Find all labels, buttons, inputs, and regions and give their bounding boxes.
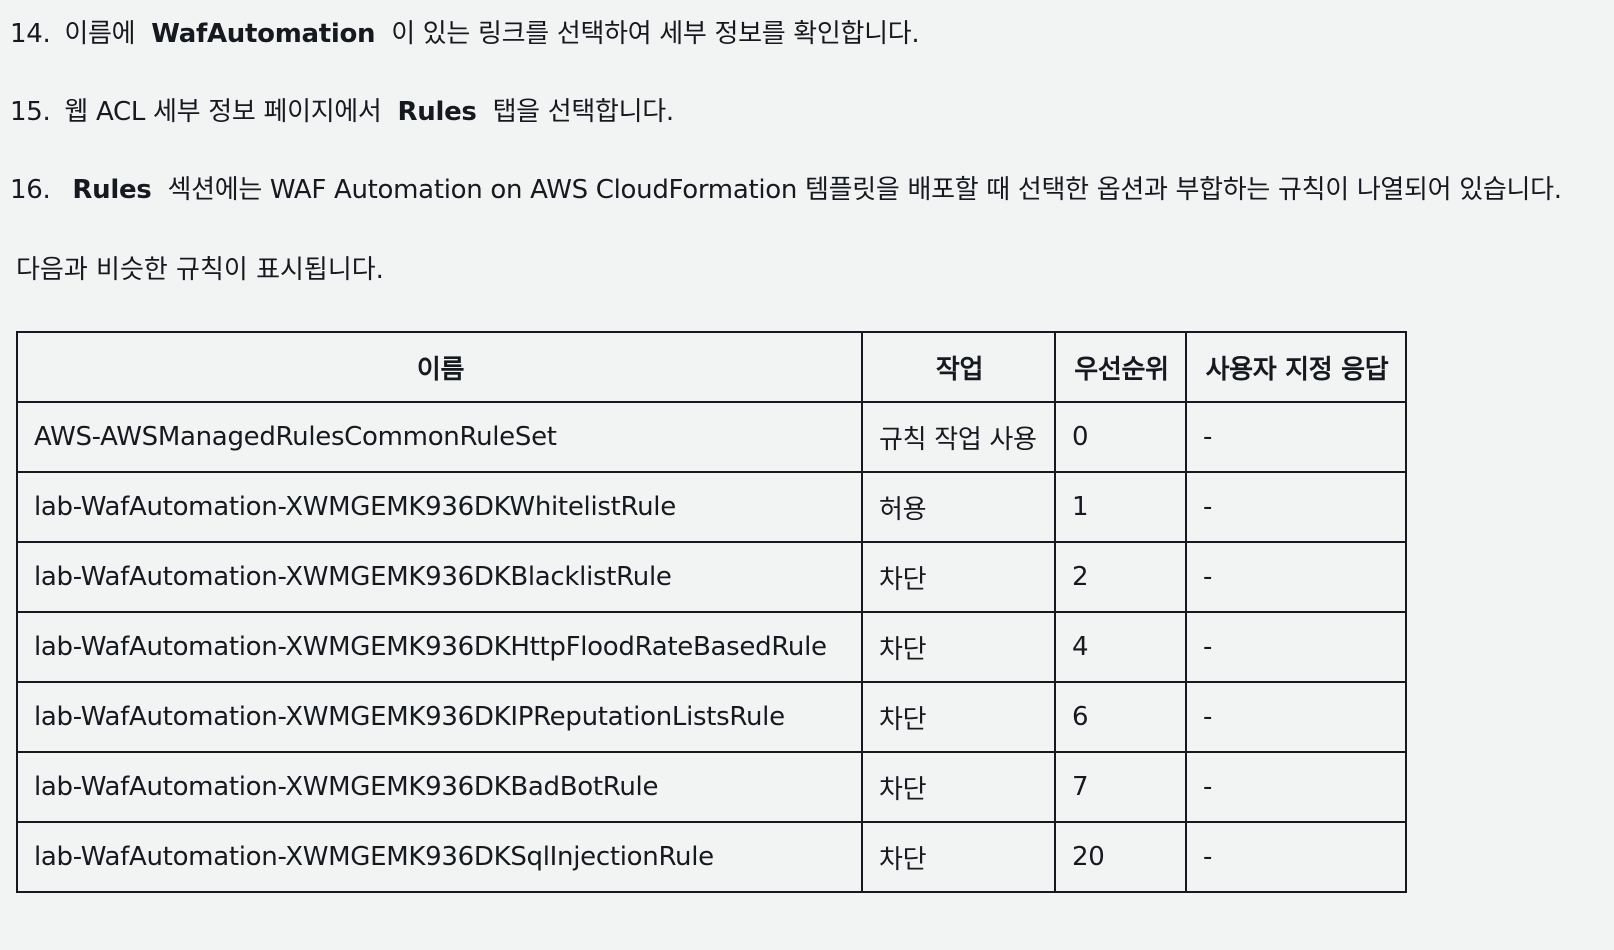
rule-name-cell: lab-WafAutomation-XWMGEMK936DKIPReputati… <box>16 681 863 753</box>
rule-custom-response-cell: - <box>1185 821 1407 893</box>
rule-action-cell: 차단 <box>861 541 1056 613</box>
rule-custom-response-cell: - <box>1185 471 1407 543</box>
step-text-before: 웹 ACL 세부 정보 페이지에서 <box>64 97 382 127</box>
rule-custom-response-cell: - <box>1185 611 1407 683</box>
rule-action-cell: 차단 <box>861 611 1056 683</box>
rule-priority-cell: 20 <box>1054 821 1187 893</box>
rule-action-cell: 차단 <box>861 751 1056 823</box>
rule-priority-cell: 6 <box>1054 681 1187 753</box>
intro-text: 다음과 비슷한 규칙이 표시됩니다. <box>16 255 384 285</box>
rule-priority-cell: 4 <box>1054 611 1187 683</box>
step-text-after: 이 있는 링크를 선택하여 세부 정보를 확인합니다. <box>391 19 920 49</box>
step-bold-term: Rules <box>397 97 477 127</box>
step-15: 15. 웹 ACL 세부 정보 페이지에서 Rules 탭을 선택합니다. <box>10 95 674 129</box>
rule-name-cell: lab-WafAutomation-XWMGEMK936DKBlacklistR… <box>16 541 863 613</box>
table-row: lab-WafAutomation-XWMGEMK936DKBlacklistR… <box>16 541 1407 613</box>
column-header-custom-response: 사용자 지정 응답 <box>1185 331 1407 403</box>
step-bold-term: Rules <box>72 175 152 205</box>
table-row: lab-WafAutomation-XWMGEMK936DKBadBotRule… <box>16 751 1407 823</box>
rule-name-cell: lab-WafAutomation-XWMGEMK936DKSqlInjecti… <box>16 821 863 893</box>
rule-action-cell: 차단 <box>861 821 1056 893</box>
step-16: 16. Rules 섹션에는 WAF Automation on AWS Clo… <box>10 173 1562 207</box>
table-row: lab-WafAutomation-XWMGEMK936DKHttpFloodR… <box>16 611 1407 683</box>
table-header-row: 이름 작업 우선순위 사용자 지정 응답 <box>16 331 1407 403</box>
rule-custom-response-cell: - <box>1185 681 1407 753</box>
table-row: lab-WafAutomation-XWMGEMK936DKSqlInjecti… <box>16 821 1407 893</box>
step-bold-term: WafAutomation <box>151 19 376 49</box>
rule-priority-cell: 7 <box>1054 751 1187 823</box>
rule-name-cell: lab-WafAutomation-XWMGEMK936DKHttpFloodR… <box>16 611 863 683</box>
step-14: 14. 이름에 WafAutomation 이 있는 링크를 선택하여 세부 정… <box>10 17 920 51</box>
rule-action-cell: 차단 <box>861 681 1056 753</box>
table-row: lab-WafAutomation-XWMGEMK936DKIPReputati… <box>16 681 1407 753</box>
rule-custom-response-cell: - <box>1185 401 1407 473</box>
rule-action-cell: 허용 <box>861 471 1056 543</box>
table-row: AWS-AWSManagedRulesCommonRuleSet 규칙 작업 사… <box>16 401 1407 473</box>
rule-priority-cell: 2 <box>1054 541 1187 613</box>
rule-priority-cell: 1 <box>1054 471 1187 543</box>
column-header-name: 이름 <box>16 331 863 403</box>
step-number: 14. <box>10 19 51 49</box>
rule-name-cell: AWS-AWSManagedRulesCommonRuleSet <box>16 401 863 473</box>
column-header-action: 작업 <box>861 331 1056 403</box>
step-number: 16. <box>10 175 51 205</box>
table-row: lab-WafAutomation-XWMGEMK936DKWhitelistR… <box>16 471 1407 543</box>
column-header-priority: 우선순위 <box>1054 331 1187 403</box>
rule-name-cell: lab-WafAutomation-XWMGEMK936DKBadBotRule <box>16 751 863 823</box>
rule-name-cell: lab-WafAutomation-XWMGEMK936DKWhitelistR… <box>16 471 863 543</box>
rule-priority-cell: 0 <box>1054 401 1187 473</box>
rule-custom-response-cell: - <box>1185 541 1407 613</box>
step-text-after: 섹션에는 WAF Automation on AWS CloudFormatio… <box>167 175 1562 205</box>
rule-custom-response-cell: - <box>1185 751 1407 823</box>
rule-action-cell: 규칙 작업 사용 <box>861 401 1056 473</box>
step-text-after: 탭을 선택합니다. <box>492 97 675 127</box>
step-text-before: 이름에 <box>64 19 136 49</box>
rules-table: 이름 작업 우선순위 사용자 지정 응답 AWS-AWSManagedRules… <box>16 331 1407 893</box>
step-number: 15. <box>10 97 51 127</box>
